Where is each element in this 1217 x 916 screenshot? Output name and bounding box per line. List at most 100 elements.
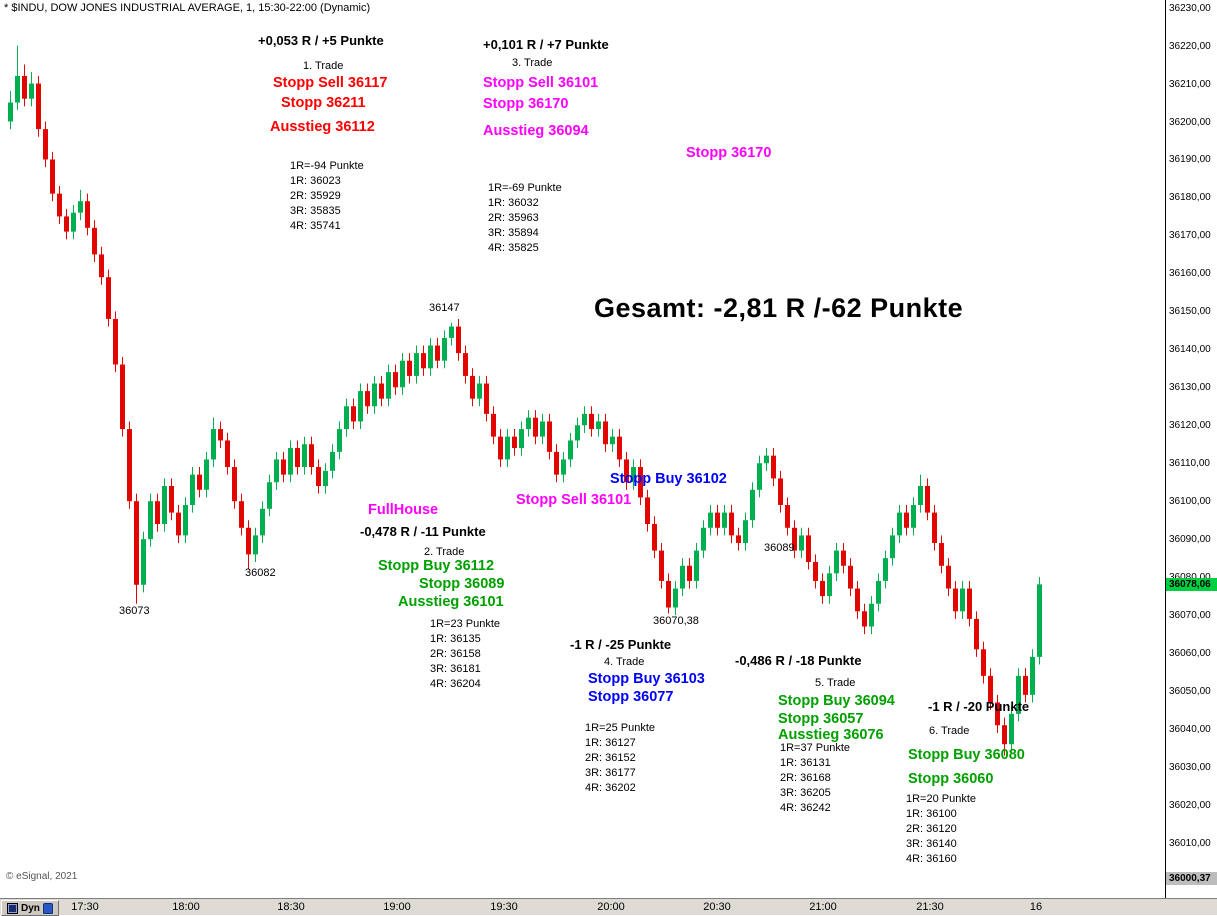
- price-tick-label: 36050,00: [1169, 686, 1211, 698]
- candle: [358, 383, 363, 430]
- chart-annotation: 2R: 36168: [780, 772, 831, 784]
- candle: [575, 417, 580, 449]
- candle: [743, 512, 748, 551]
- dyn-label: Dyn: [21, 902, 40, 914]
- candle: [197, 467, 202, 498]
- candle: [449, 322, 454, 346]
- price-tick-label: 36200,00: [1169, 116, 1211, 128]
- time-label: 20:30: [703, 901, 731, 913]
- candle: [29, 72, 34, 107]
- dyn-button[interactable]: Dyn: [1, 900, 59, 916]
- candle: [988, 668, 993, 711]
- candle: [71, 205, 76, 240]
- chart-annotation: 3R: 36205: [780, 787, 831, 799]
- candle: [302, 436, 307, 475]
- candle: [757, 455, 762, 498]
- candle: [253, 527, 258, 562]
- candle: [792, 520, 797, 559]
- chart-annotation: 1R=-69 Punkte: [488, 182, 562, 194]
- chart-annotation: 1R: 36135: [430, 633, 481, 645]
- candle: [547, 413, 552, 460]
- time-axis[interactable]: Dyn 17:30 18:00 18:30 19:00 19:30 20:00 20:30 2…: [0, 898, 1217, 916]
- time-label: 16: [1029, 901, 1043, 913]
- candle: [638, 459, 643, 506]
- candle: [960, 580, 965, 619]
- candle: [477, 375, 482, 407]
- candle: [316, 459, 321, 494]
- price-tick-label: 36120,00: [1169, 420, 1211, 432]
- candle: [764, 448, 769, 471]
- candle: [827, 565, 832, 604]
- candle: [722, 505, 727, 536]
- candle: [778, 470, 783, 513]
- candle: [624, 451, 629, 490]
- candle: [120, 356, 125, 437]
- chart-annotation: 36089: [764, 542, 795, 554]
- candle: [834, 542, 839, 581]
- price-tick-label: 36210,00: [1169, 78, 1211, 90]
- chart-annotation: 1. Trade: [303, 60, 344, 72]
- candle: [1016, 668, 1021, 722]
- time-label: 21:00: [809, 901, 837, 913]
- chart-area[interactable]: * $INDU, DOW JONES INDUSTRIAL AVERAGE, 1…: [0, 0, 1166, 898]
- candle: [848, 558, 853, 597]
- candle: [981, 641, 986, 684]
- candle: [862, 603, 867, 635]
- chart-annotation: 1R=-94 Punkte: [290, 160, 364, 172]
- chart-annotation: -1 R / -20 Punkte: [928, 699, 1030, 714]
- price-tick-label: 36070,00: [1169, 610, 1211, 622]
- candle: [92, 220, 97, 262]
- price-tick-label: 36180,00: [1169, 192, 1211, 204]
- chart-annotation: 4R: 36160: [906, 853, 957, 865]
- chart-annotation: +0,053 R / +5 Punkte: [258, 33, 384, 48]
- chart-annotation: 4R: 35825: [488, 242, 539, 254]
- price-axis[interactable]: 36230,00 36220,00 36210,00 36200,00 36190,00…: [1166, 0, 1217, 898]
- price-tick-label: 36090,00: [1169, 534, 1211, 546]
- price-tick-label: 36190,00: [1169, 154, 1211, 166]
- candle: [239, 493, 244, 536]
- chart-annotation: 4R: 35741: [290, 220, 341, 232]
- candle: [106, 269, 111, 327]
- chart-annotation: -1 R / -25 Punkte: [570, 637, 672, 652]
- candle: [694, 542, 699, 589]
- candle: [631, 459, 636, 490]
- candle: [232, 459, 237, 509]
- chart-annotation: Stopp 36089: [419, 576, 505, 592]
- chart-annotation: -0,478 R / -11 Punkte: [360, 524, 486, 539]
- session-low-badge: 36000,37: [1166, 872, 1217, 886]
- candle: [99, 246, 104, 285]
- chart-annotation: Stopp Buy 36102: [610, 471, 727, 487]
- chart-annotation: 1R: 36023: [290, 175, 341, 187]
- candle: [771, 448, 776, 487]
- candle: [666, 573, 671, 614]
- candle: [281, 451, 286, 483]
- candle: [855, 580, 860, 619]
- price-tick-label: 36060,00: [1169, 648, 1211, 660]
- candle: [379, 375, 384, 407]
- candle: [414, 345, 419, 384]
- candle: [267, 474, 272, 517]
- candle: [967, 580, 972, 627]
- candle: [64, 208, 69, 240]
- candle: [687, 558, 692, 589]
- chart-annotation: Ausstieg 36101: [398, 594, 504, 610]
- candle: [190, 467, 195, 513]
- candle: [617, 429, 622, 468]
- chart-annotation: 2R: 36158: [430, 648, 481, 660]
- candle: [561, 451, 566, 483]
- time-label: 18:00: [172, 901, 200, 913]
- candle: [904, 505, 909, 536]
- last-price-badge: 36078,06: [1166, 577, 1217, 591]
- candle: [540, 413, 545, 445]
- candle: [533, 410, 538, 445]
- candle: [365, 383, 370, 414]
- candle: [386, 364, 391, 407]
- chart-annotation: 3. Trade: [512, 57, 553, 69]
- candle: [799, 527, 804, 559]
- candle: [1002, 717, 1007, 756]
- candle: [659, 542, 664, 589]
- candle: [932, 505, 937, 551]
- chart-annotation: 1R: 36131: [780, 757, 831, 769]
- candle: [309, 436, 314, 475]
- chart-annotation: Stopp 36077: [588, 689, 674, 705]
